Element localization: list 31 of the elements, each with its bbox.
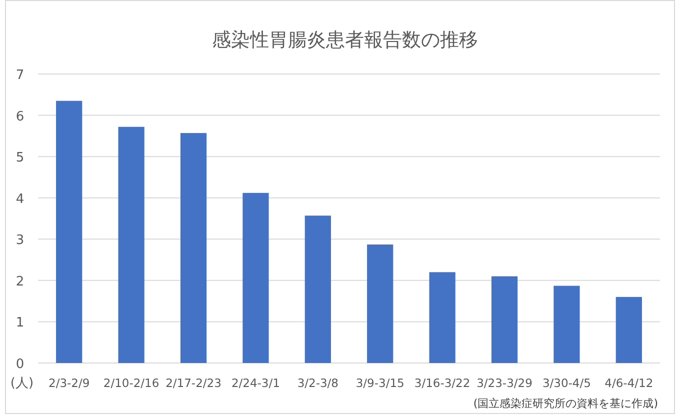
y-tick-label: 1 xyxy=(16,316,24,331)
y-tick-label: 0 xyxy=(16,357,24,372)
bar xyxy=(554,286,580,363)
x-tick-label: 3/9-3/15 xyxy=(356,376,404,390)
bar xyxy=(56,100,82,363)
x-tick-label: 3/23-3/29 xyxy=(476,376,532,390)
y-tick-label: 7 xyxy=(16,68,24,83)
bar xyxy=(242,192,269,363)
x-tick-label: 3/2-3/8 xyxy=(297,376,338,390)
x-tick-label: 3/30-4/5 xyxy=(542,376,591,390)
bar xyxy=(367,244,394,363)
y-tick-label: 6 xyxy=(16,109,24,124)
x-tick-label: 2/10-2/16 xyxy=(103,376,160,390)
bar xyxy=(429,272,456,363)
x-tick-label: 2/3-2/9 xyxy=(48,376,90,390)
x-tick-label: 2/17-2/23 xyxy=(166,376,222,390)
chart-title: 感染性胃腸炎患者報告数の推移 xyxy=(212,29,478,51)
y-tick-label: 3 xyxy=(16,233,24,248)
x-tick-label: 4/6-4/12 xyxy=(604,376,654,390)
bar xyxy=(491,276,518,363)
y-tick-label: 2 xyxy=(16,274,24,290)
bar xyxy=(304,216,331,363)
x-tick-label: 3/16-3/22 xyxy=(414,376,470,390)
y-axis-title: (人) xyxy=(10,376,34,391)
x-tick-label: 2/24-3/1 xyxy=(231,376,280,390)
y-tick-label: 4 xyxy=(16,192,24,207)
bar xyxy=(118,126,144,363)
text: (国立感染症研究所の資料を基に作成) xyxy=(473,397,658,410)
y-tick-label: 5 xyxy=(16,150,24,166)
bar xyxy=(616,296,642,363)
bar xyxy=(180,133,207,363)
